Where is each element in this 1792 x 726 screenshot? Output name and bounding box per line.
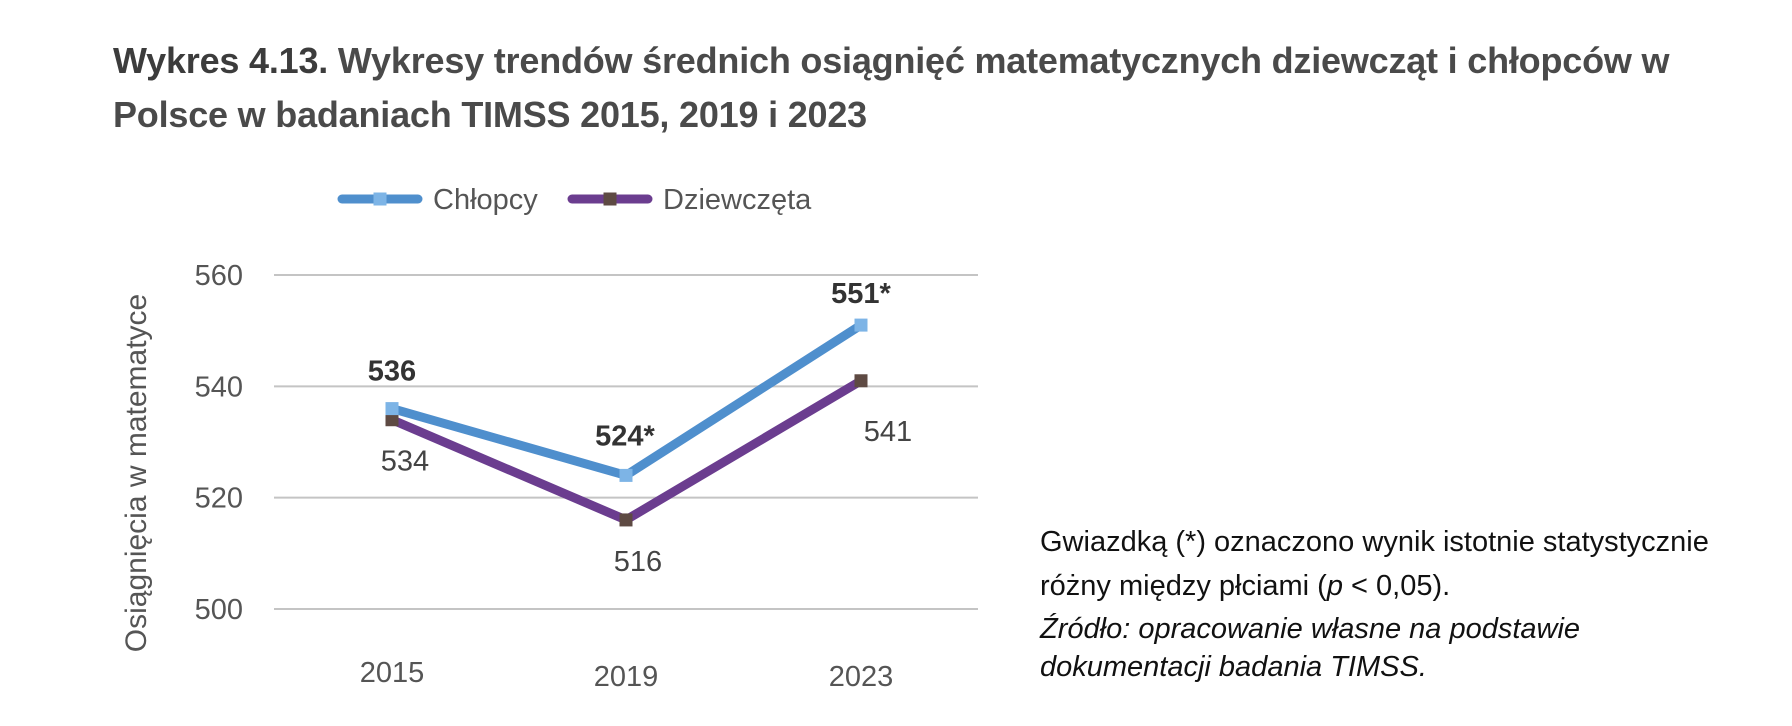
x-tick-label: 2019 <box>594 661 659 693</box>
data-point <box>619 513 633 527</box>
data-label: 536 <box>368 356 416 388</box>
significance-note: Gwiazdką (*) oznaczono wynik istotnie st… <box>1040 520 1740 608</box>
x-tick-label: 2015 <box>360 657 425 689</box>
data-point <box>854 374 868 388</box>
legend-label: Dziewczęta <box>663 184 812 216</box>
data-labels: 536 524* 551* 534 516 541 <box>368 278 912 578</box>
figure-number: Wykres 4.13. <box>113 40 329 81</box>
y-tick-label: 500 <box>195 594 243 626</box>
data-point <box>385 413 399 427</box>
y-tick-label: 560 <box>195 260 243 292</box>
y-axis-ticks: 500 520 540 560 <box>195 260 243 626</box>
y-tick-label: 520 <box>195 483 243 515</box>
x-tick-label: 2023 <box>829 661 894 693</box>
data-point <box>619 468 633 482</box>
chart-note: Gwiazdką (*) oznaczono wynik istotnie st… <box>1040 520 1740 686</box>
note-threshold: < 0,05). <box>1342 570 1451 602</box>
data-point <box>385 402 399 416</box>
data-point <box>854 318 868 332</box>
p-symbol: p <box>1326 570 1343 602</box>
figure-title-text: Wykresy trendów średnich osiągnięć matem… <box>113 40 1670 135</box>
legend-marker <box>373 192 387 206</box>
data-label: 524* <box>595 420 655 452</box>
y-tick-label: 540 <box>195 371 243 403</box>
data-label: 516 <box>614 546 662 578</box>
x-axis-ticks: 2015 2019 2023 <box>360 657 894 693</box>
chart-legend: Chłopcy Dziewczęta <box>337 184 812 216</box>
chart-series <box>385 318 868 527</box>
figure-title: Wykres 4.13. Wykresy trendów średnich os… <box>113 34 1673 142</box>
y-axis-label: Osiągnięcia w matematyce <box>120 294 153 652</box>
legend-marker <box>603 192 617 206</box>
data-label: 541 <box>864 416 912 448</box>
data-label: 534 <box>381 446 429 478</box>
legend-label: Chłopcy <box>433 184 538 216</box>
source-note: Źródło: opracowanie własne na podstawie … <box>1040 613 1581 683</box>
data-label: 551* <box>831 278 891 310</box>
note-text: Gwiazdką (*) oznaczono wynik istotnie st… <box>1040 526 1709 602</box>
